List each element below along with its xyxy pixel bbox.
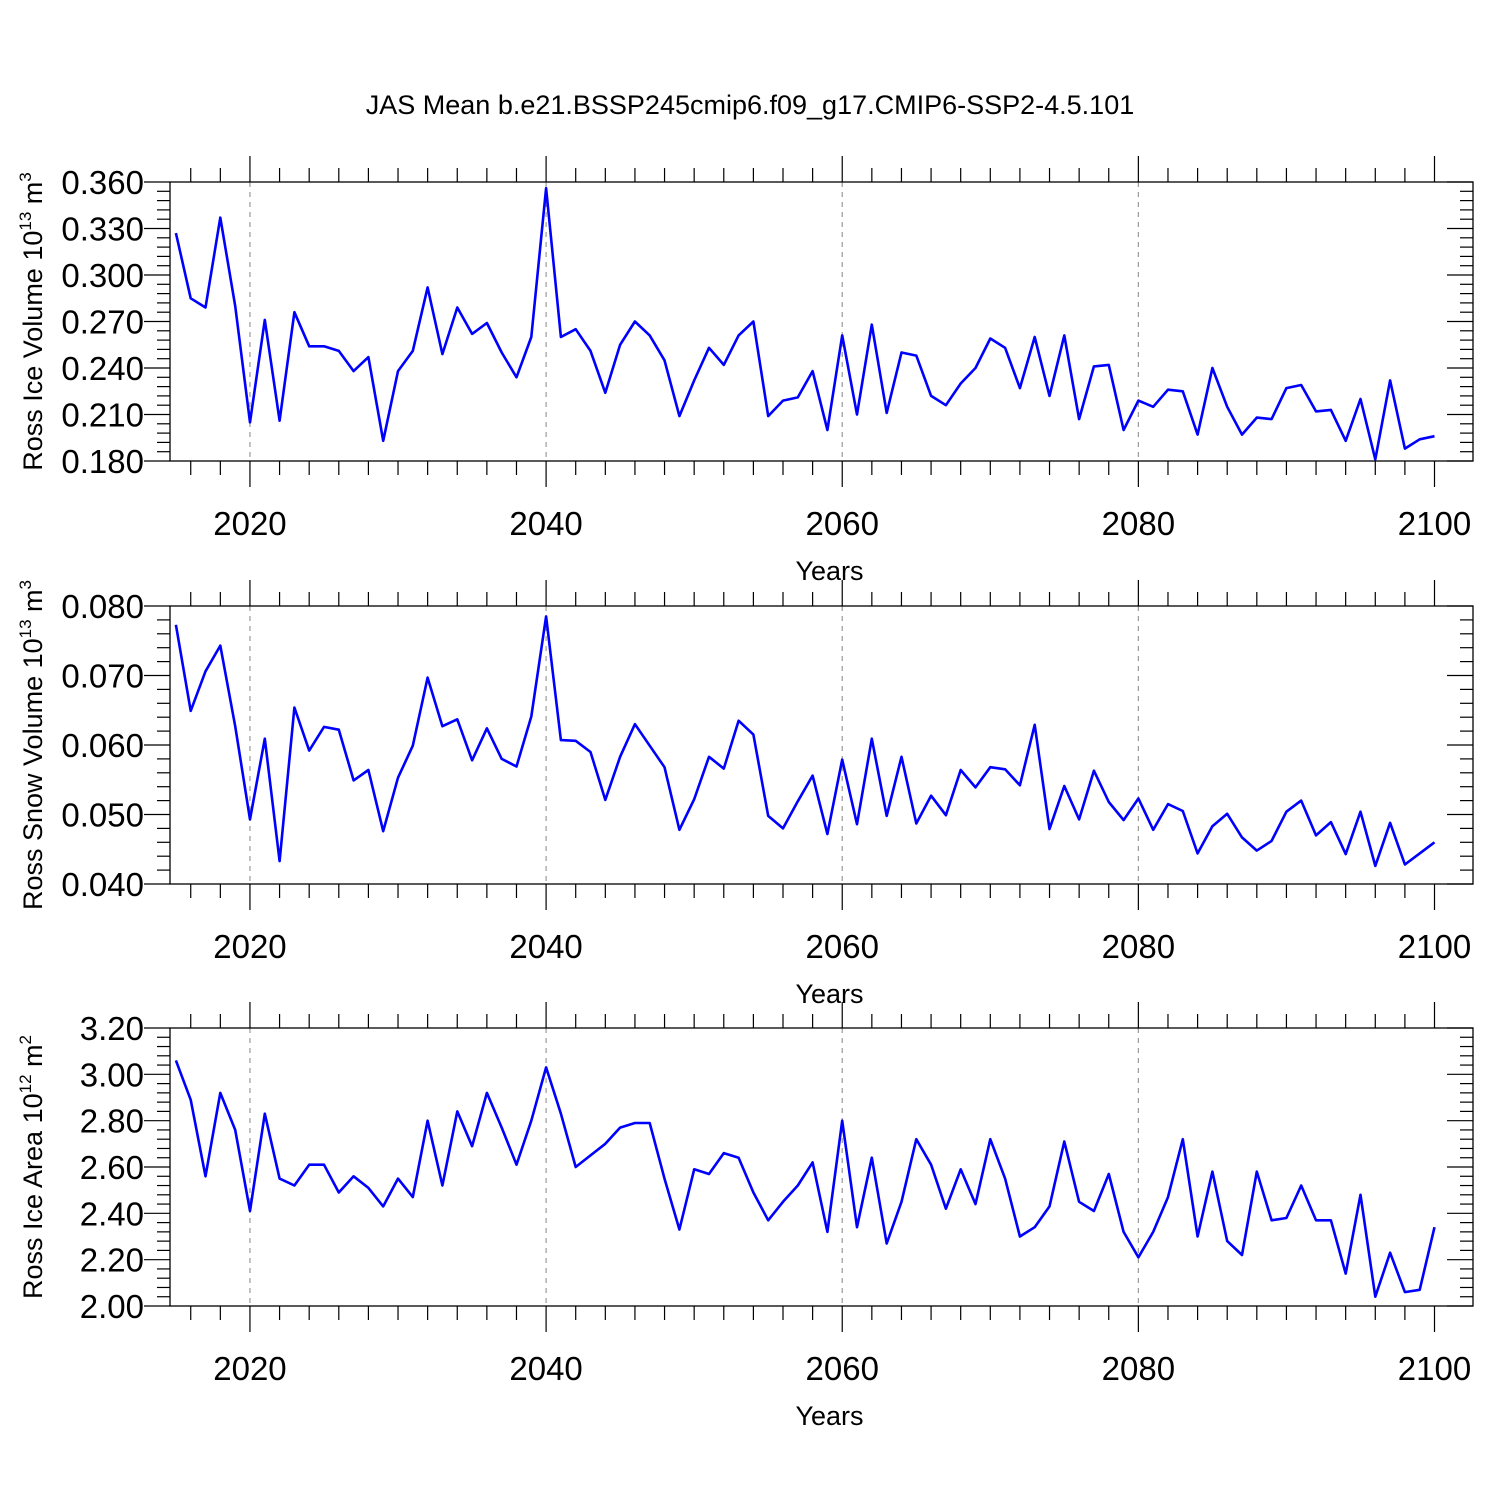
x-tick-label: 2040 [509,928,582,965]
y-axis-title-unit: m [18,1044,48,1074]
x-tick-label: 2100 [1398,505,1471,542]
y-tick-label: 0.050 [61,797,144,834]
plot-frame [169,605,1474,885]
figure-title: JAS Mean b.e21.BSSP245cmip6.f09_g17.CMIP… [365,90,1135,120]
y-tick-label: 2.80 [80,1103,144,1140]
x-tick-label: 2100 [1398,1350,1471,1387]
x-tick-label: 2080 [1102,1350,1175,1387]
x-tick-label: 2020 [213,1350,286,1387]
x-tick-label: 2040 [509,505,582,542]
y-axis-title-unit: m [18,589,48,619]
chart-panel-1: 0.180 0.210 0.240 0.270 0.300 0.330 0.360 2020 2… [16,156,1474,586]
y-tick-label: 0.070 [61,658,144,695]
x-axis-title: Years [795,556,863,586]
x-tick-label: 2060 [806,505,879,542]
y-tick-label: 0.270 [61,304,144,341]
x-axis-title: Years [795,1401,863,1431]
y-tick-label: 0.180 [61,443,144,480]
x-tick-label: 2060 [806,1350,879,1387]
y-axis-title: Ross Ice Volume 1013 m3 [16,172,48,471]
series-line [174,1059,1436,1298]
y-axis-title-exponent: 13 [16,212,35,231]
x-tick-label: 2020 [213,505,286,542]
y-axis-title: Ross Ice Area 1012 m2 [16,1035,48,1299]
y-tick-label: 0.080 [61,588,144,625]
chart-panel-3: 2.00 2.20 2.40 2.60 2.80 3.00 3.20 2020 2040 2060… [16,1002,1474,1431]
x-tick-label: 2040 [509,1350,582,1387]
y-tick-label: 0.210 [61,397,144,434]
y-axis-title: Ross Snow Volume 1013 m3 [16,580,48,910]
series-line [174,615,1436,868]
x-tick-label: 2060 [806,928,879,965]
y-axis-title-exponent: 13 [16,619,35,638]
y-tick-label: 3.00 [80,1056,144,1093]
y-axis-title-main: Ross Ice Volume 10 [18,231,48,471]
y-tick-label: 0.360 [61,164,144,201]
y-tick-label: 2.20 [80,1242,144,1279]
y-axis-title-unit-exponent: 2 [16,1035,35,1044]
x-tick-label: 2080 [1102,505,1175,542]
y-tick-label: 0.240 [61,350,144,387]
series-line [174,186,1435,461]
x-tick-label: 2100 [1398,928,1471,965]
y-axis-title-unit: m [18,182,48,212]
y-axis-title-exponent: 12 [16,1074,35,1093]
chart-panel-2: 0.040 0.050 0.060 0.070 0.080 2020 2040 2060 208… [16,580,1474,1009]
y-tick-label: 0.060 [61,727,144,764]
y-tick-label: 3.20 [80,1010,144,1047]
plot-frame [169,181,1474,462]
x-tick-label: 2020 [213,928,286,965]
y-tick-label: 0.040 [61,866,144,903]
y-tick-label: 0.330 [61,211,144,248]
y-axis-title-unit-exponent: 3 [16,172,35,181]
y-tick-label: 2.40 [80,1195,144,1232]
y-tick-label: 0.300 [61,257,144,294]
y-tick-label: 2.00 [80,1288,144,1325]
y-tick-label: 2.60 [80,1149,144,1186]
plot-frame [169,1027,1474,1307]
y-axis-title-main: Ross Snow Volume 10 [18,638,48,910]
x-axis-title: Years [795,979,863,1009]
y-axis-title-main: Ross Ice Area 10 [18,1093,48,1299]
x-tick-label: 2080 [1102,928,1175,965]
y-axis-title-unit-exponent: 3 [16,580,35,589]
